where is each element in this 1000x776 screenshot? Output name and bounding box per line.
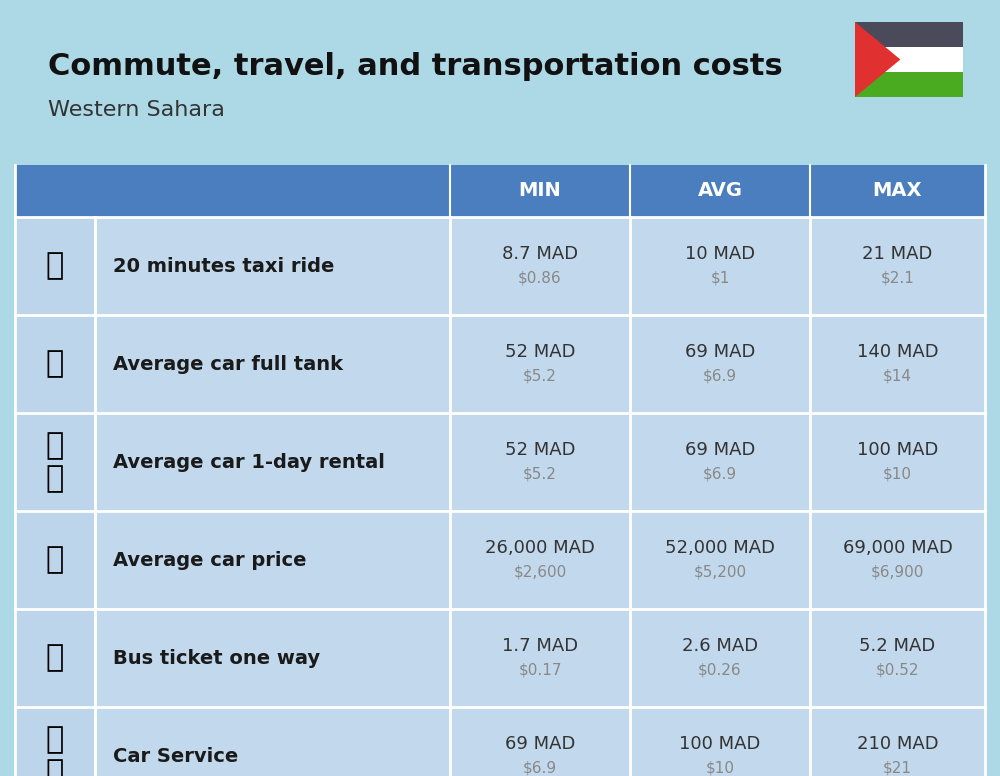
Text: MAX: MAX <box>873 182 922 200</box>
Text: $2.1: $2.1 <box>881 270 914 286</box>
Bar <box>15 217 985 315</box>
Text: 10 MAD: 10 MAD <box>685 245 755 263</box>
Bar <box>855 22 963 47</box>
Text: $10: $10 <box>883 466 912 481</box>
Text: $5.2: $5.2 <box>523 369 557 383</box>
Text: Average car price: Average car price <box>113 550 306 570</box>
Text: 69,000 MAD: 69,000 MAD <box>843 539 952 557</box>
Bar <box>15 707 985 776</box>
Text: 52 MAD: 52 MAD <box>505 442 575 459</box>
Bar <box>15 165 985 217</box>
Text: 2.6 MAD: 2.6 MAD <box>682 637 758 655</box>
Text: MIN: MIN <box>519 182 561 200</box>
Bar <box>15 315 985 413</box>
Bar <box>855 22 963 97</box>
Text: 140 MAD: 140 MAD <box>857 343 938 362</box>
Text: $6.9: $6.9 <box>523 760 557 775</box>
Text: Western Sahara: Western Sahara <box>48 100 225 120</box>
Text: 100 MAD: 100 MAD <box>857 442 938 459</box>
Bar <box>15 609 95 707</box>
Text: Bus ticket one way: Bus ticket one way <box>113 649 320 667</box>
Text: 26,000 MAD: 26,000 MAD <box>485 539 595 557</box>
Text: 🚌: 🚌 <box>46 643 64 673</box>
Text: 69 MAD: 69 MAD <box>685 343 755 362</box>
Text: 🔑
🚙: 🔑 🚙 <box>46 431 64 494</box>
Text: ☽★: ☽★ <box>920 54 937 64</box>
Text: 52 MAD: 52 MAD <box>505 343 575 362</box>
Text: $6,900: $6,900 <box>871 564 924 579</box>
Bar <box>15 511 95 609</box>
Text: $10: $10 <box>706 760 734 775</box>
Text: $2,600: $2,600 <box>513 564 567 579</box>
Text: 69 MAD: 69 MAD <box>685 442 755 459</box>
Text: Car Service: Car Service <box>113 747 238 765</box>
Text: AVG: AVG <box>698 182 742 200</box>
Bar <box>15 413 985 511</box>
Text: 20 minutes taxi ride: 20 minutes taxi ride <box>113 257 334 275</box>
Text: 5.2 MAD: 5.2 MAD <box>859 637 936 655</box>
Text: 52,000 MAD: 52,000 MAD <box>665 539 775 557</box>
Text: $0.26: $0.26 <box>698 662 742 677</box>
Text: 8.7 MAD: 8.7 MAD <box>502 245 578 263</box>
Text: $5,200: $5,200 <box>693 564 747 579</box>
Text: ⛽: ⛽ <box>46 349 64 379</box>
Text: $5.2: $5.2 <box>523 466 557 481</box>
Text: $14: $14 <box>883 369 912 383</box>
Text: $21: $21 <box>883 760 912 775</box>
Text: 1.7 MAD: 1.7 MAD <box>502 637 578 655</box>
Text: Commute, travel, and transportation costs: Commute, travel, and transportation cost… <box>48 52 783 81</box>
Text: $6.9: $6.9 <box>703 466 737 481</box>
Text: $0.86: $0.86 <box>518 270 562 286</box>
Text: 🔧
🚗: 🔧 🚗 <box>46 725 64 776</box>
Bar <box>15 413 95 511</box>
Text: $0.17: $0.17 <box>518 662 562 677</box>
Text: $0.52: $0.52 <box>876 662 919 677</box>
Bar <box>15 315 95 413</box>
Text: $6.9: $6.9 <box>703 369 737 383</box>
Bar <box>855 72 963 97</box>
Text: Average car full tank: Average car full tank <box>113 355 343 373</box>
Bar <box>15 511 985 609</box>
Polygon shape <box>855 22 900 97</box>
Text: 🚕: 🚕 <box>46 251 64 280</box>
Bar <box>15 609 985 707</box>
Text: 🚗: 🚗 <box>46 546 64 574</box>
Text: 210 MAD: 210 MAD <box>857 735 938 753</box>
Text: 100 MAD: 100 MAD <box>679 735 761 753</box>
Text: Average car 1-day rental: Average car 1-day rental <box>113 452 385 472</box>
Text: 69 MAD: 69 MAD <box>505 735 575 753</box>
Bar <box>15 707 95 776</box>
Bar <box>15 217 95 315</box>
Bar <box>855 47 963 72</box>
Text: $1: $1 <box>710 270 730 286</box>
Text: 21 MAD: 21 MAD <box>862 245 933 263</box>
